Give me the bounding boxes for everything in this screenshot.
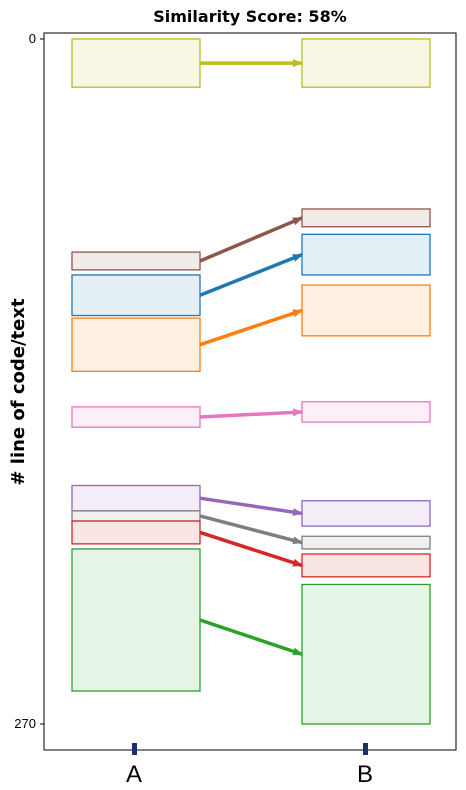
match-arrow-1 [199,216,303,263]
block-b-7 [301,553,431,578]
block-b-1 [301,208,431,228]
match-arrow-5 [199,496,303,517]
block-b-0 [301,38,431,88]
match-arrow-3 [199,308,303,347]
block-b-5 [301,500,431,527]
block-a-3 [71,317,201,373]
block-a-1 [71,251,201,271]
x-tick-mark-1 [363,743,368,755]
chart-title: Similarity Score: 58% [153,7,346,26]
block-b-8 [301,583,431,725]
match-arrow-8 [199,618,303,656]
y-tick-label-0: 0 [29,31,36,46]
x-tick-label-0: A [126,761,142,788]
block-a-2 [71,274,201,317]
block-a-4 [71,406,201,428]
y-axis-ticks: 0 270 [14,31,44,731]
match-blocks [71,38,431,725]
block-a-6 [71,510,201,522]
block-a-8 [71,548,201,692]
match-arrow-6 [199,514,303,545]
match-arrow-4 [199,408,303,419]
y-axis-label: # line of code/text [8,298,29,486]
block-b-4 [301,401,431,423]
block-a-5 [71,484,201,512]
match-arrows [199,59,303,656]
match-arrow-2 [199,253,303,297]
block-b-6 [301,535,431,550]
block-a-0 [71,38,201,88]
y-tick-label-1: 270 [14,716,36,731]
x-tick-label-1: B [357,761,373,788]
block-a-7 [71,520,201,545]
match-arrow-7 [199,530,303,568]
block-b-3 [301,284,431,337]
block-b-2 [301,233,431,276]
x-tick-mark-0 [132,743,137,755]
